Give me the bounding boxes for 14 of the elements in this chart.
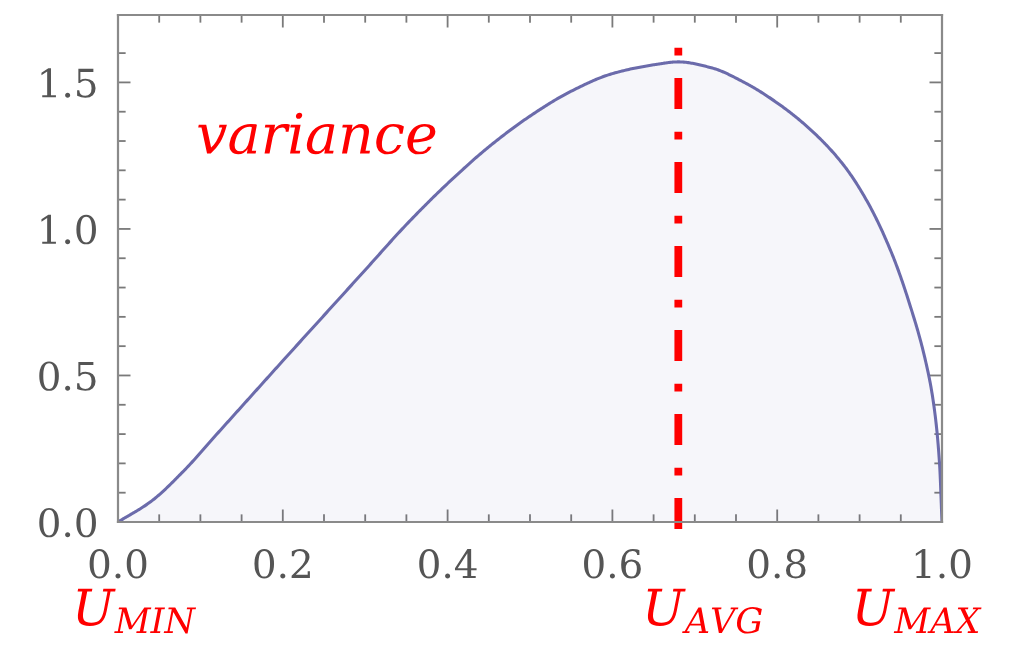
y-tick-label: 1.0 — [41, 214, 96, 245]
ref-line-label: U$_{AVG}$ — [647, 588, 762, 634]
x-tick-label: 0.0 — [89, 549, 147, 579]
y-tick-label: 1.5 — [41, 68, 96, 98]
x-tick-label: 0.6 — [584, 549, 641, 579]
x-tick-label: 0.4 — [419, 549, 477, 579]
annotation: variance — [198, 112, 436, 155]
annotation: U$_{MAX}$ — [857, 588, 982, 634]
y-tick-label: 0.5 — [39, 361, 96, 391]
x-tick-label: 1.0 — [915, 549, 971, 579]
y-tick-label: 0.0 — [39, 507, 96, 538]
x-tick-label: 0.8 — [748, 549, 806, 579]
x-tick-label: 0.2 — [254, 549, 310, 579]
annotation: U$_{MIN}$ — [77, 588, 197, 634]
